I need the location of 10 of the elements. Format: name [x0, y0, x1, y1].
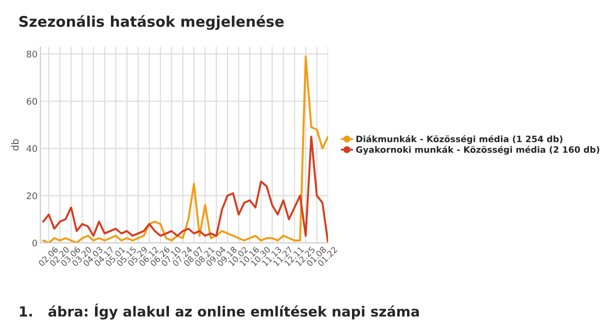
y-tick-label: 60 — [26, 98, 38, 105]
chart-title: Szezonális hatások megjelenése — [19, 15, 284, 30]
y-tick-label: 20 — [26, 192, 38, 200]
y-tick-label: 0 — [32, 240, 38, 246]
legend-label: Gyakornoki munkák - Közösségi média (2 160 db) — [356, 146, 600, 155]
y-tick-label: 80 — [26, 50, 38, 58]
legend-label: Diákmunkák - Közösségi média (1 254 db) — [356, 135, 562, 144]
text: 1. ábra: Így alakul az online említések napi száma — [20, 304, 419, 320]
y-axis-title: db — [11, 139, 19, 151]
y-tick-label: 40 — [26, 145, 38, 152]
